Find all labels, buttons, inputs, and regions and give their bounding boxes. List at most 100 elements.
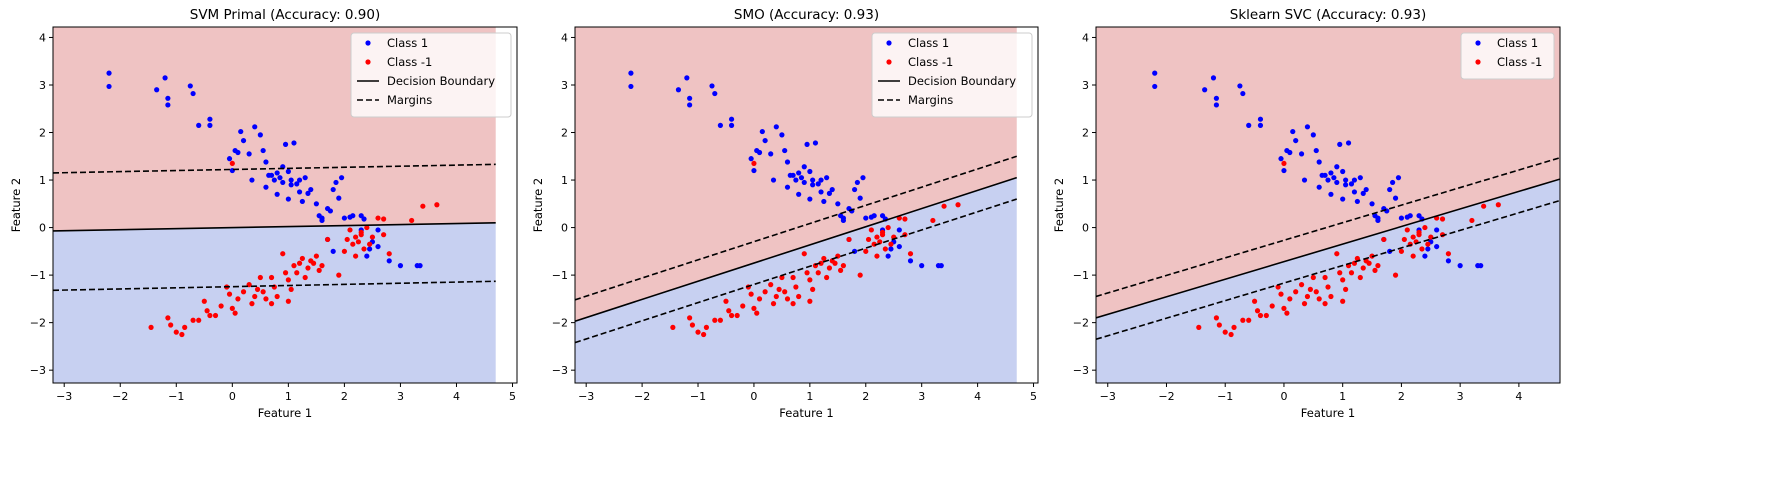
point-class-1 xyxy=(1304,124,1311,130)
point-class-neg1 xyxy=(840,263,847,269)
y-tick-label: −1 xyxy=(30,269,46,282)
legend-marker-class-neg1 xyxy=(886,59,892,65)
point-class-1 xyxy=(190,90,196,97)
point-class-1 xyxy=(266,172,272,178)
point-class-neg1 xyxy=(1284,310,1290,316)
legend-marker-class-1 xyxy=(365,40,371,46)
point-class-neg1 xyxy=(324,236,331,243)
point-class-neg1 xyxy=(882,246,888,252)
y-tick-label: −2 xyxy=(30,317,46,330)
point-class-neg1 xyxy=(1422,224,1428,231)
point-class-neg1 xyxy=(868,227,874,233)
point-class-neg1 xyxy=(1495,202,1501,208)
point-class-1 xyxy=(1319,172,1325,178)
x-tick-label: 5 xyxy=(509,390,516,403)
point-class-1 xyxy=(812,140,819,146)
point-class-neg1 xyxy=(1398,248,1405,254)
point-class-1 xyxy=(1445,258,1452,264)
point-class-1 xyxy=(274,191,280,197)
point-class-1 xyxy=(277,175,283,181)
point-class-neg1 xyxy=(201,298,207,304)
point-class-1 xyxy=(341,215,348,221)
point-class-neg1 xyxy=(930,217,936,224)
point-class-1 xyxy=(106,70,112,76)
point-class-neg1 xyxy=(148,324,154,330)
x-tick-label: −1 xyxy=(168,390,184,403)
legend-box xyxy=(1460,32,1555,80)
point-class-1 xyxy=(907,258,914,264)
point-class-neg1 xyxy=(260,289,266,295)
x-tick-label: 2 xyxy=(1398,390,1405,403)
point-class-1 xyxy=(815,181,821,187)
y-tick-label: 2 xyxy=(561,127,568,140)
point-class-1 xyxy=(835,201,841,207)
point-class-1 xyxy=(386,258,392,264)
point-class-1 xyxy=(784,159,791,165)
point-class-1 xyxy=(106,83,112,90)
x-tick-label: 4 xyxy=(974,390,981,403)
point-class-neg1 xyxy=(1445,251,1452,257)
y-tick-label: 4 xyxy=(561,31,568,44)
point-class-1 xyxy=(759,128,765,135)
point-class-1 xyxy=(818,177,824,183)
y-axis-label: Feature 2 xyxy=(1052,178,1066,232)
y-tick-label: 0 xyxy=(39,222,46,235)
point-class-neg1 xyxy=(302,274,308,281)
point-class-neg1 xyxy=(1281,305,1287,311)
point-class-1 xyxy=(299,198,305,205)
point-class-neg1 xyxy=(762,289,768,295)
point-class-neg1 xyxy=(361,246,367,252)
point-class-1 xyxy=(305,190,311,196)
region-class-1 xyxy=(1096,27,1560,318)
point-class-1 xyxy=(796,191,802,197)
point-class-neg1 xyxy=(768,282,774,288)
point-class-neg1 xyxy=(288,286,294,292)
point-class-neg1 xyxy=(1246,317,1252,323)
point-class-1 xyxy=(751,167,757,174)
point-class-1 xyxy=(1328,191,1334,197)
point-class-1 xyxy=(1360,190,1366,196)
point-class-neg1 xyxy=(336,272,342,278)
point-class-1 xyxy=(807,196,813,202)
point-class-neg1 xyxy=(1357,274,1363,281)
legend: Class 1 Class -1 Decision Boundary Margins xyxy=(350,32,512,118)
point-class-neg1 xyxy=(1316,296,1322,302)
point-class-1 xyxy=(860,175,866,181)
x-tick-label: 1 xyxy=(1339,390,1346,403)
point-class-1 xyxy=(327,208,333,214)
x-tick-label: −1 xyxy=(690,390,706,403)
point-class-1 xyxy=(338,175,345,181)
legend-label: Class -1 xyxy=(1497,55,1542,69)
point-class-1 xyxy=(375,243,381,250)
region-class-neg1 xyxy=(575,177,1017,383)
subplot-3: −3 −2 −1 0 1 2 3 4 −3 −2 −1 0 1 2 3 4 Sklearn SVC (Accur… xyxy=(1052,7,1561,420)
point-class-neg1 xyxy=(838,267,844,273)
decision-boundary-line xyxy=(575,176,1017,322)
point-class-neg1 xyxy=(350,241,356,247)
point-class-neg1 xyxy=(818,260,824,266)
point-class-1 xyxy=(857,195,863,201)
point-class-neg1 xyxy=(1481,203,1487,209)
point-class-neg1 xyxy=(299,255,305,262)
point-class-neg1 xyxy=(1366,260,1372,266)
point-class-1 xyxy=(885,253,891,259)
point-class-neg1 xyxy=(751,305,757,311)
point-class-neg1 xyxy=(902,216,908,222)
point-class-neg1 xyxy=(1251,298,1258,304)
point-class-1 xyxy=(1316,184,1322,190)
y-tick-label: 1 xyxy=(1082,174,1089,187)
point-class-neg1 xyxy=(355,239,362,245)
point-class-neg1 xyxy=(229,305,235,311)
point-class-neg1 xyxy=(1222,329,1228,335)
point-class-neg1 xyxy=(375,215,381,221)
legend-marker-class-neg1 xyxy=(1475,59,1481,65)
point-class-neg1 xyxy=(381,232,387,238)
point-class-neg1 xyxy=(1340,277,1346,283)
x-tick-label: 5 xyxy=(1030,390,1037,403)
point-class-neg1 xyxy=(1304,293,1311,300)
point-class-neg1 xyxy=(1313,289,1319,295)
point-class-1 xyxy=(1340,168,1346,175)
point-class-1 xyxy=(938,263,944,269)
point-class-neg1 xyxy=(782,289,788,295)
